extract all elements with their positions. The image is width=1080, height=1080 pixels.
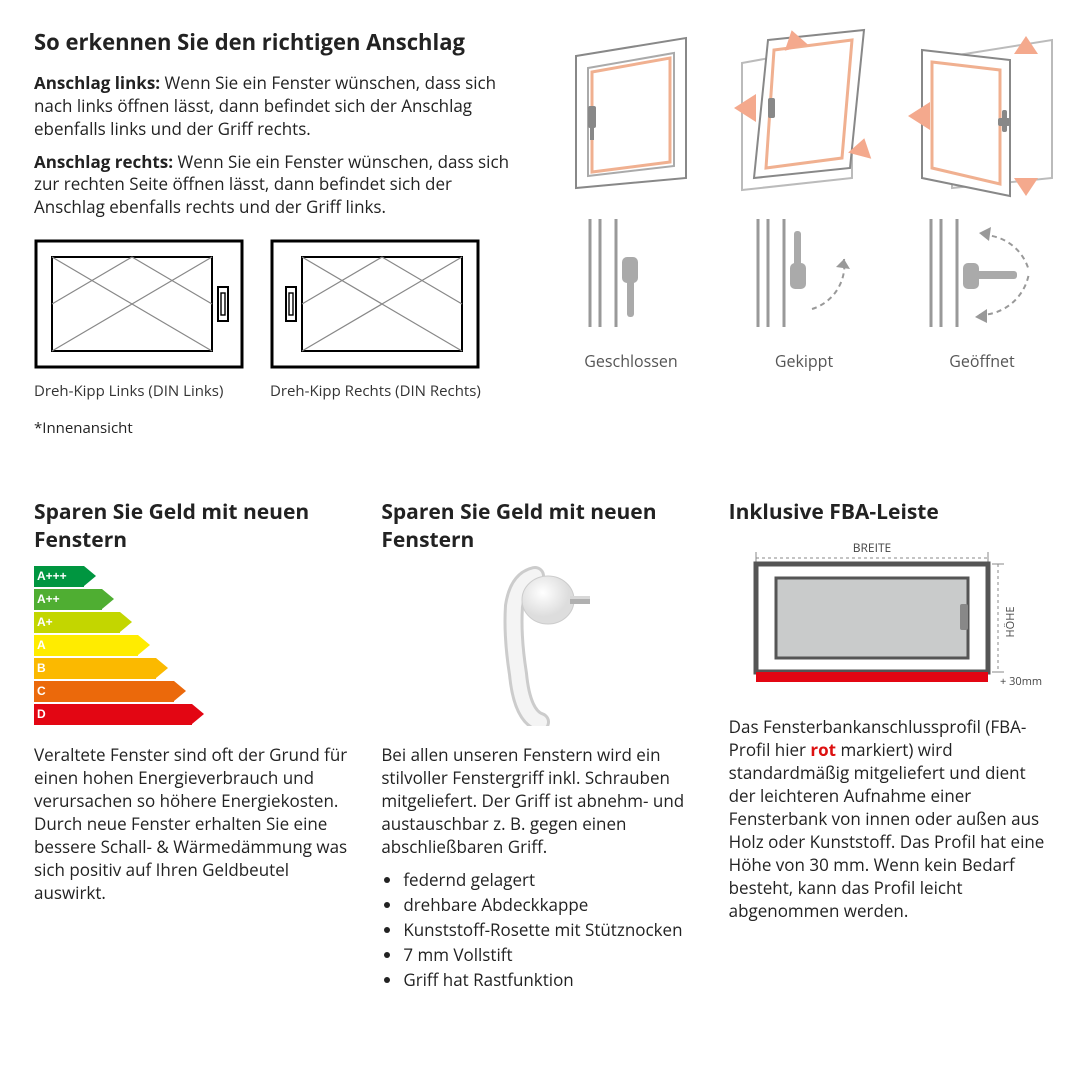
state-closed-caption: Geschlossen [556, 351, 706, 373]
footnote: *Innenansicht [34, 418, 526, 438]
col3-text: Das Fensterbankanschlussprofil (FBA-Prof… [729, 716, 1046, 922]
list-item: Kunststoff-Rosette mit Stütznocken [403, 919, 698, 942]
win-left-caption: Dreh-Kipp Links (DIN Links) [34, 381, 244, 401]
handle-open-icon [917, 213, 1047, 333]
list-item: drehbare Abdeckkappe [403, 894, 698, 917]
col2-title: Sparen Sie Geld mit neuen Fenstern [381, 498, 698, 555]
handle-tilted-icon [744, 213, 864, 333]
list-item: 7 mm Vollstift [403, 944, 698, 967]
fba-profile-icon: BREITE HÖHE + 30mm [732, 538, 1042, 698]
page-title: So erkennen Sie den richtigen Anschlag [34, 28, 526, 58]
handle-closed-icon [576, 213, 686, 333]
svg-text:BREITE: BREITE [853, 539, 891, 556]
state-tilted-caption: Gekippt [724, 351, 884, 373]
state-open-caption: Geöffnet [902, 351, 1062, 373]
col2-text: Bei allen unseren Fenstern wird ein stil… [381, 744, 698, 859]
svg-text:HÖHE: HÖHE [1003, 607, 1018, 638]
anschlag-rechts-text: Anschlag rechts: Wenn Sie ein Fenster wü… [34, 151, 526, 220]
col3-title: Inklusive FBA-Leiste [729, 498, 1046, 526]
col1-text: Veraltete Fenster sind oft der Grund für… [34, 744, 351, 905]
window-din-links-icon [34, 239, 244, 369]
window-closed-3d-icon [556, 28, 706, 198]
col1-title: Sparen Sie Geld mit neuen Fenstern [34, 498, 351, 555]
window-tilted-3d-icon [724, 28, 884, 198]
win-right-caption: Dreh-Kipp Rechts (DIN Rechts) [270, 381, 481, 401]
col2-bullets: federnd gelagertdrehbare AbdeckkappeKuns… [403, 869, 698, 992]
svg-text:+ 30mm: + 30mm [1000, 674, 1042, 689]
window-open-3d-icon [902, 28, 1062, 203]
window-din-rechts-icon [270, 239, 480, 369]
energy-label-icon: A+++A++A+ABCD [34, 566, 204, 727]
list-item: federnd gelagert [403, 869, 698, 892]
anschlag-links-text: Anschlag links: Wenn Sie ein Fenster wün… [34, 72, 526, 141]
window-handle-icon [480, 566, 600, 726]
list-item: Griff hat Rastfunktion [403, 969, 698, 992]
